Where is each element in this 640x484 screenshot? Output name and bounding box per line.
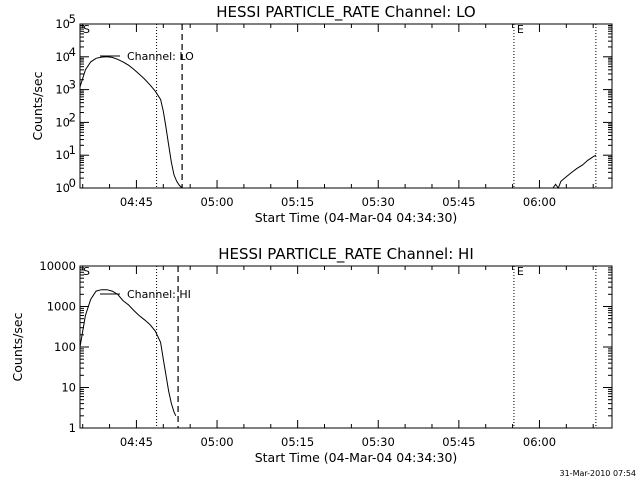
panel-hi-series-line	[79, 289, 177, 417]
panel-lo-legend-label: Channel: LO	[127, 50, 194, 63]
panel-hi-x-tick-label: 05:30	[362, 435, 395, 449]
panel-lo-y-tick-label: 10	[55, 83, 70, 97]
panel-lo-y-tick-label: 10	[55, 181, 70, 195]
panel-hi-marker-label: S	[83, 265, 90, 278]
panel-lo-y-tick-label: 10	[55, 115, 70, 129]
panel-hi-xlabel: Start Time (04-Mar-04 04:34:30)	[255, 450, 458, 465]
panel-lo-x-tick-label: 05:45	[442, 195, 475, 209]
panel-lo-xlabel: Start Time (04-Mar-04 04:34:30)	[255, 210, 458, 225]
panel-lo-y-tick-label: 10	[55, 148, 70, 162]
panel-lo-series-line	[552, 154, 597, 190]
panel-lo-y-tick-exponent: 1	[69, 143, 76, 157]
panel-hi-x-tick-label: 05:00	[200, 435, 233, 449]
panel-hi-x-tick-label: 04:45	[120, 435, 153, 449]
panel-lo-y-tick-exponent: 4	[69, 45, 76, 59]
panel-hi-y-tick-label: 1	[69, 421, 76, 435]
panel-hi-x-tick-label: 05:45	[442, 435, 475, 449]
panel-hi-legend-label: Channel: HI	[127, 288, 191, 301]
panel-hi-x-tick-label: 06:00	[523, 435, 556, 449]
panel-lo-x-tick-label: 05:30	[362, 195, 395, 209]
panel-hi-x-tick-label: 05:15	[281, 435, 314, 449]
panel-lo-ylabel: Counts/sec	[30, 71, 45, 140]
panel-hi-marker-label: E	[517, 265, 524, 278]
panel-hi: HESSI PARTICLE_RATE Channel: HI Start Ti…	[10, 245, 613, 465]
panel-lo-x-tick-label: 05:15	[281, 195, 314, 209]
panel-lo-y-tick-exponent: 2	[69, 110, 76, 124]
panel-hi-y-tick-label: 10	[61, 381, 76, 395]
panel-lo: HESSI PARTICLE_RATE Channel: LO Start Ti…	[30, 3, 613, 225]
panel-lo-title: HESSI PARTICLE_RATE Channel: LO	[216, 3, 475, 22]
panel-lo-marker-label: S	[83, 23, 90, 36]
timestamp: 31-Mar-2010 07:54	[560, 469, 637, 478]
panel-lo-marker-label: E	[517, 23, 524, 36]
panel-lo-frame	[79, 23, 613, 189]
panel-lo-y-tick-exponent: 3	[69, 78, 76, 92]
panel-lo-y-tick-exponent: 5	[69, 12, 76, 26]
panel-lo-x-tick-label: 05:00	[200, 195, 233, 209]
panel-hi-y-tick-label: 10000	[39, 259, 76, 273]
panel-hi-ylabel: Counts/sec	[10, 312, 25, 381]
panel-lo-y-tick-exponent: 0	[69, 176, 76, 190]
panel-lo-x-tick-label: 06:00	[523, 195, 556, 209]
panel-lo-y-tick-label: 10	[55, 17, 70, 31]
panel-hi-y-tick-label: 1000	[47, 300, 76, 314]
panel-hi-title: HESSI PARTICLE_RATE Channel: HI	[218, 245, 474, 264]
panel-lo-series-line	[79, 56, 183, 189]
panel-lo-y-tick-label: 10	[55, 50, 70, 64]
panel-hi-y-tick-label: 100	[54, 340, 76, 354]
panel-lo-x-tick-label: 04:45	[120, 195, 153, 209]
